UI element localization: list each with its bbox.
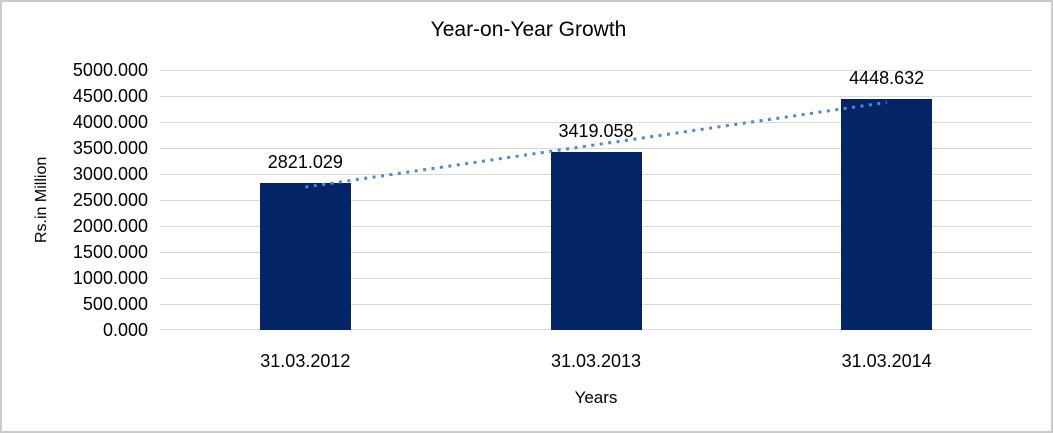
y-tick-label: 4500.000: [72, 86, 148, 106]
gridline: [160, 96, 1032, 97]
bar-value-label: 4448.632: [849, 67, 925, 88]
y-tick-label: 500.000: [82, 294, 148, 314]
plot-area: 2821.029 3419.058 4448.632: [160, 67, 1032, 330]
chart-title: Year-on-Year Growth: [430, 18, 627, 41]
y-tick-label: 1500.000: [72, 242, 148, 262]
trendline: [305, 100, 887, 189]
y-tick-label: 1000.000: [72, 268, 148, 288]
gridline: [160, 148, 1032, 149]
bar-value-label: 2821.029: [267, 152, 343, 173]
x-axis-tick-labels: 31.03.2012 31.03.2013 31.03.2014: [160, 350, 1032, 372]
y-axis-tick-labels: 0.000 500.000 1000.000 1500.000 2000.000 2500…: [2, 60, 148, 340]
gridline: [160, 122, 1032, 123]
y-tick-label: 0.000: [102, 320, 148, 340]
y-tick-label: 3500.000: [72, 138, 148, 158]
gridline: [160, 70, 1032, 71]
bar-31.03.2014: [841, 98, 933, 330]
x-tick-label: 31.03.2013: [550, 351, 642, 371]
y-tick-label: 3000.000: [72, 164, 148, 184]
y-tick-label: 2500.000: [72, 190, 148, 210]
x-axis-title: Years: [574, 388, 618, 407]
y-tick-label: 5000.000: [72, 60, 148, 80]
bar-31.03.2012: [259, 183, 351, 330]
x-tick-label: 31.03.2012: [260, 351, 351, 371]
y-tick-label: 2000.000: [72, 216, 148, 236]
bar-value-label: 3419.058: [558, 121, 634, 142]
x-tick-label: 31.03.2014: [841, 351, 932, 371]
y-tick-label: 4000.000: [72, 112, 148, 132]
bar-31.03.2013: [550, 152, 642, 330]
